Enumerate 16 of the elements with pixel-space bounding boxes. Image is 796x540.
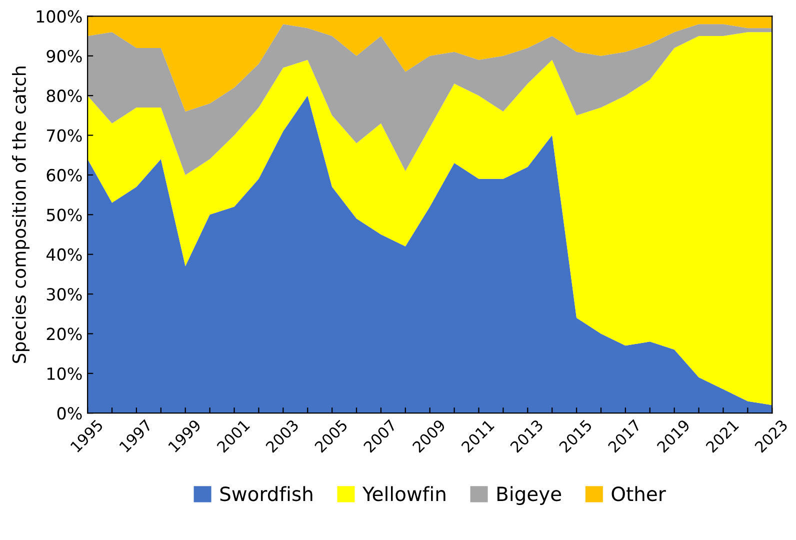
y-tick-label: 90% [46,50,82,62]
legend-label: Yellowfin [362,486,446,502]
y-tick-label: 100% [36,10,82,23]
y-axis-title: Species composition of the catch [12,66,30,363]
y-tick-label: 40% [46,248,82,261]
legend-label: Other [612,486,666,502]
y-tick-label: 70% [47,129,82,142]
y-tick-label: 80% [46,90,82,102]
legend-label: Swordfish [220,486,312,502]
y-tick-label: 60% [46,168,82,182]
legend-label: Bigeye [497,486,562,505]
y-tick-label: 20% [46,328,82,340]
y-tick-label: 30% [46,288,82,301]
y-tick-label: 50% [46,208,82,222]
y-tick-label: 10% [47,367,82,380]
y-tick-label: 0% [57,407,82,420]
